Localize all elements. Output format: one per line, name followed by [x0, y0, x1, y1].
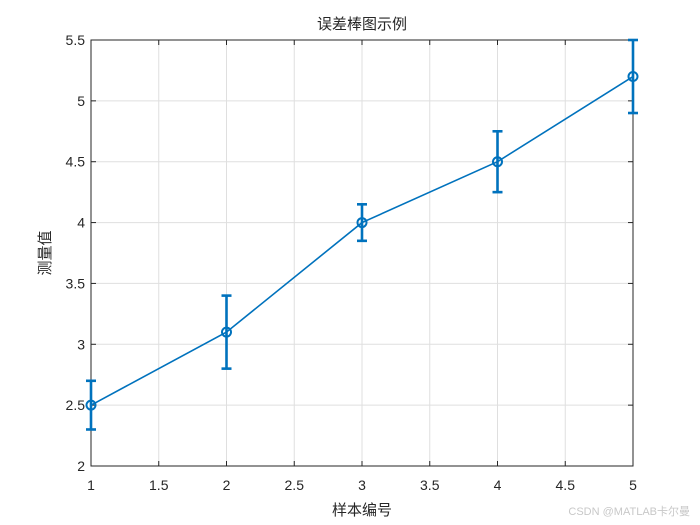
axis-ticks: 1 1.5 2 2.5 3 3.5 4 4.5 5 2 2.5 3 3.5 4 4.5 5 5.5 [66, 32, 638, 493]
data-point-marker [221, 326, 232, 338]
y-tick-label: 2 [77, 458, 85, 474]
y-axis-label: 测量值 [36, 230, 54, 275]
data-point-marker [492, 156, 503, 168]
x-tick-label: 2.5 [285, 477, 305, 493]
y-tick-label: 4.5 [66, 154, 86, 170]
x-axis-label: 样本编号 [332, 501, 392, 519]
x-tick-label: 2 [223, 477, 231, 493]
x-tick-label: 3 [358, 477, 366, 493]
y-tick-label: 4 [77, 215, 85, 231]
data-point-marker [85, 399, 97, 411]
x-tick-label: 4 [494, 477, 502, 493]
data-point-marker [627, 71, 639, 83]
y-tick-label: 5 [77, 93, 85, 109]
x-tick-label: 1.5 [149, 477, 169, 493]
data-series [85, 38, 639, 431]
x-tick-label: 5 [629, 477, 637, 493]
y-tick-label: 5.5 [66, 32, 86, 48]
watermark: CSDN @MATLAB卡尔曼 [568, 505, 690, 518]
y-tick-label: 3.5 [66, 275, 86, 291]
x-tick-label: 1 [87, 477, 95, 493]
y-tick-label: 3 [77, 336, 85, 352]
x-tick-label: 3.5 [420, 477, 440, 493]
data-point-marker [356, 217, 368, 229]
chart-title: 误差棒图示例 [317, 15, 407, 33]
x-tick-label: 4.5 [556, 477, 576, 493]
y-tick-label: 2.5 [66, 397, 86, 413]
